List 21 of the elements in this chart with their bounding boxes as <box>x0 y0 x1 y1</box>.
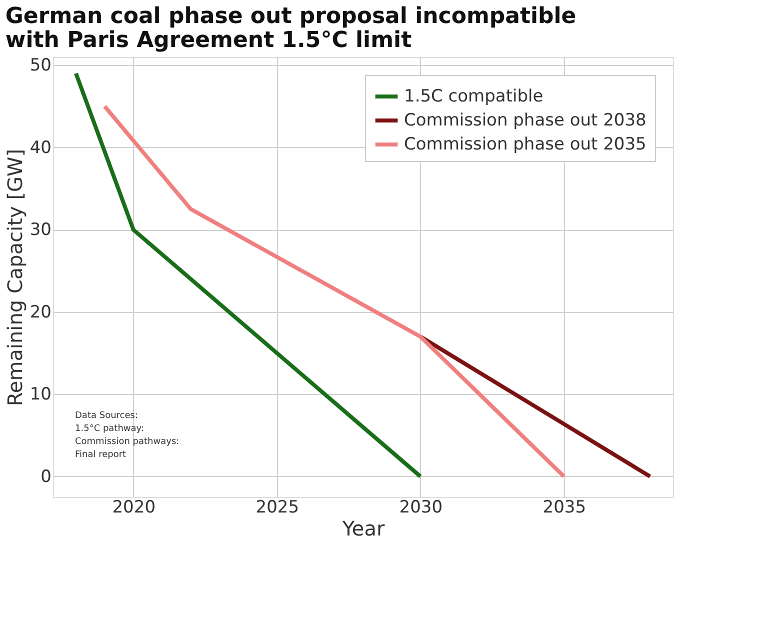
y-tick-label: 50 <box>30 56 52 76</box>
y-tick-label: 20 <box>30 302 52 322</box>
legend-label: Commission phase out 2035 <box>404 134 646 154</box>
annotation: Commission pathways: <box>75 437 180 447</box>
x-tick-label: 2025 <box>256 498 300 518</box>
y-tick-label: 30 <box>30 220 52 240</box>
y-tick-label: 40 <box>30 138 52 158</box>
x-tick-label: 2035 <box>542 498 586 518</box>
text: German coal phase out proposal incompatible <box>5 4 576 30</box>
text: with Paris Agreement 1.5°C limit <box>5 28 412 54</box>
legend-label: Commission phase out 2038 <box>404 110 646 130</box>
annotation: Data Sources: <box>75 411 138 421</box>
annotation: 1.5°C pathway: <box>75 424 144 434</box>
x-tick-label: 2030 <box>399 498 443 518</box>
y-tick-label: 0 <box>40 466 52 487</box>
y-tick-label: 10 <box>30 384 52 405</box>
annotation: Final report <box>75 450 127 460</box>
x-axis-title: Year <box>341 516 386 540</box>
x-tick-label: 2020 <box>112 498 156 518</box>
y-axis-title: Remaining Capacity [GW] <box>2 148 27 406</box>
legend-label: 1.5C compatible <box>404 86 544 106</box>
